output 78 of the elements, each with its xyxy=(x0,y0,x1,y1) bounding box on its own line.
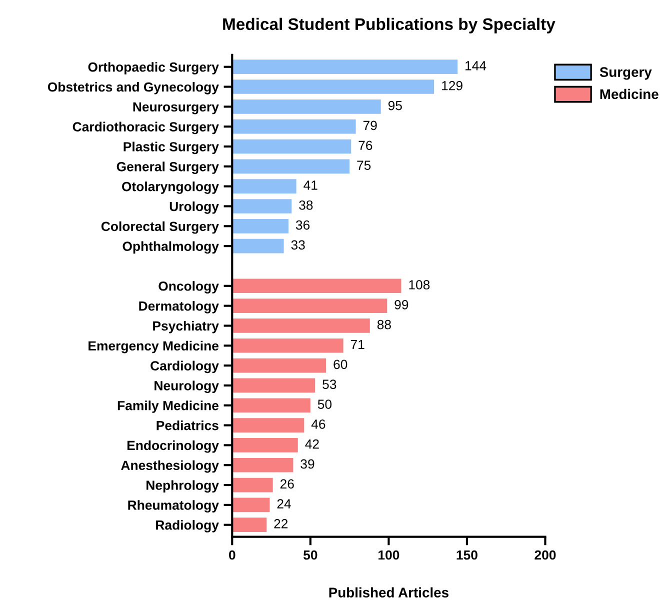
bar xyxy=(232,318,370,333)
bar xyxy=(232,139,352,154)
y-tick-label: Psychiatry xyxy=(153,320,219,334)
data-label: 108 xyxy=(409,280,430,290)
y-tick-label: Ophthalmology xyxy=(122,241,219,254)
y-tick-label: Emergency Medicine xyxy=(88,340,219,354)
x-tick-label: 200 xyxy=(534,550,556,560)
data-label: 99 xyxy=(394,300,408,310)
y-tick-label: Cardiology xyxy=(150,360,219,374)
bar xyxy=(232,60,458,74)
y-tick-label: Neurosurgery xyxy=(133,102,219,114)
bar xyxy=(232,119,356,134)
data-label: 41 xyxy=(304,180,318,190)
bar xyxy=(232,278,402,294)
y-tick-label: Oncology xyxy=(158,281,219,294)
y-tick-label: Endocrinology xyxy=(127,440,219,453)
y-tick-label: Plastic Surgery xyxy=(124,142,219,154)
bar xyxy=(232,478,273,492)
data-label: 95 xyxy=(388,100,402,110)
bar xyxy=(232,298,388,313)
bar xyxy=(232,518,267,532)
data-label: 42 xyxy=(305,439,319,449)
y-tick-label: Colorectal Surgery xyxy=(101,221,219,234)
y-tick-label: Radiology xyxy=(156,520,219,532)
data-label: 39 xyxy=(300,459,314,469)
data-label: 88 xyxy=(377,320,391,330)
data-label: 33 xyxy=(291,240,305,250)
data-label: 129 xyxy=(442,80,462,90)
bar xyxy=(232,218,288,234)
y-tick-label: Nephrology xyxy=(146,480,219,493)
x-axis-title: Published Articles xyxy=(329,587,448,598)
y-tick-label: Dermatology xyxy=(139,301,219,314)
data-label: 36 xyxy=(296,220,310,230)
bar xyxy=(232,238,284,254)
data-label: 50 xyxy=(318,400,332,409)
data-label: 38 xyxy=(299,200,313,210)
y-tick-label: Obstetrics and Gynecology xyxy=(48,82,219,94)
data-label: 22 xyxy=(274,519,288,528)
bar xyxy=(232,458,294,472)
x-tick-label: 0 xyxy=(228,550,236,560)
data-label: 53 xyxy=(322,380,336,389)
bar xyxy=(232,100,381,114)
legend-label: Medicine xyxy=(600,88,658,100)
y-tick-label: Orthopaedic Surgery xyxy=(88,62,219,74)
y-tick-label: Anesthesiology xyxy=(121,460,219,473)
x-tick-label: 100 xyxy=(378,550,400,560)
x-tick-label: 150 xyxy=(456,550,478,560)
data-label: 60 xyxy=(334,360,348,370)
data-label: 79 xyxy=(363,120,377,130)
bar xyxy=(232,438,298,452)
x-tick-label: 50 xyxy=(303,550,318,560)
bar xyxy=(232,398,310,413)
bar xyxy=(232,338,344,353)
bar xyxy=(232,418,304,432)
data-label: 24 xyxy=(277,499,291,508)
y-tick-label: Rheumatology xyxy=(128,500,219,513)
y-tick-label: Family Medicine xyxy=(118,400,219,413)
y-tick-label: Otolaryngology xyxy=(122,182,219,194)
data-label: 46 xyxy=(311,419,326,429)
data-label: 26 xyxy=(280,479,294,489)
y-tick-label: Urology xyxy=(170,201,219,214)
bar xyxy=(232,159,350,174)
bar xyxy=(232,179,296,194)
bar xyxy=(232,498,270,512)
data-label: 144 xyxy=(466,61,486,70)
bar xyxy=(232,378,316,393)
bar xyxy=(232,199,292,214)
y-tick-label: Neurology xyxy=(154,380,219,394)
y-tick-label: Cardiothoracic Surgery xyxy=(72,122,219,134)
legend-label: Surgery xyxy=(600,67,652,80)
data-label: 76 xyxy=(358,140,372,150)
bar xyxy=(232,80,434,94)
bar xyxy=(232,358,326,373)
y-tick-label: General Surgery xyxy=(116,162,219,174)
data-label: 75 xyxy=(357,160,371,170)
y-tick-label: Pediatrics xyxy=(156,420,218,430)
chart-title: Medical Student Publications by Specialty xyxy=(223,18,556,34)
data-label: 71 xyxy=(350,340,364,350)
